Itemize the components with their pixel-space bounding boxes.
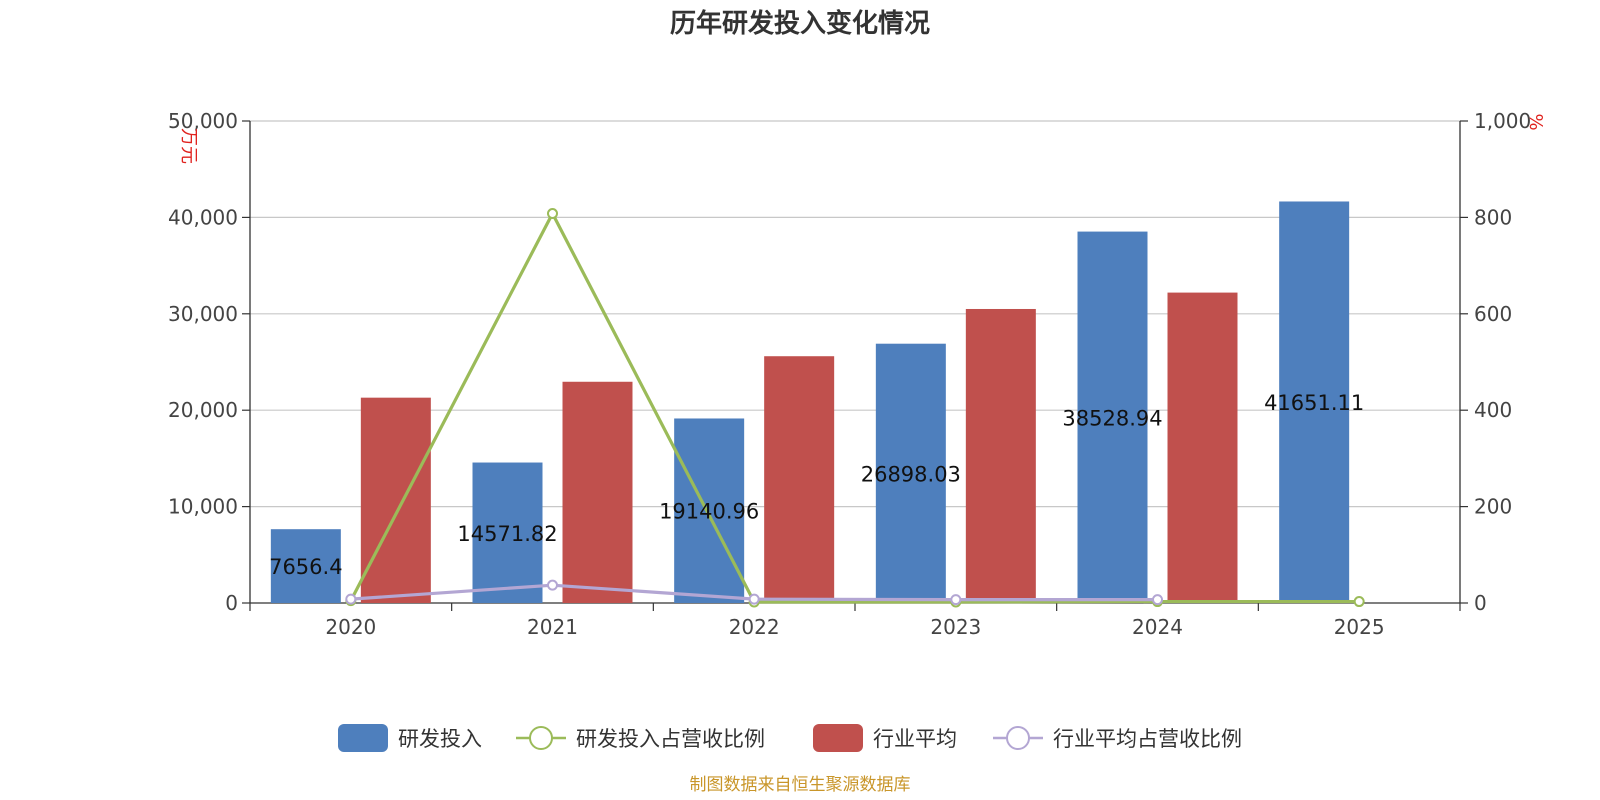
line-point xyxy=(547,579,558,591)
legend-swatch-bar xyxy=(338,724,388,752)
legend-label: 研发投入 xyxy=(398,727,482,751)
x-tick-label: 2021 xyxy=(527,615,578,639)
line-point xyxy=(345,593,357,605)
y-right-tick-label: 800 xyxy=(1474,205,1512,229)
y-left-tick-label: 20,000 xyxy=(168,398,238,422)
line-point xyxy=(1353,596,1365,608)
y-right-unit: % xyxy=(1525,113,1546,130)
bar-industry-average xyxy=(1167,292,1238,603)
bar-data-label: 26898.03 xyxy=(861,462,961,486)
y-right-tick-label: 200 xyxy=(1474,495,1512,519)
bar-data-label: 38528.94 xyxy=(1062,406,1162,430)
bar-layer xyxy=(270,201,1350,603)
bar-data-label: 14571.82 xyxy=(457,522,557,546)
y-left-tick-label: 40,000 xyxy=(168,205,238,229)
y-right-tick-label: 400 xyxy=(1474,398,1512,422)
source-note: 制图数据来自恒生聚源数据库 xyxy=(690,775,911,795)
bar-data-label: 7656.4 xyxy=(269,555,342,579)
bar-rd-investment xyxy=(1279,201,1350,603)
legend-swatch-marker xyxy=(1006,726,1030,750)
bar-data-label: 19140.96 xyxy=(659,500,759,524)
y-left-unit: 万元 xyxy=(178,128,199,164)
line-point xyxy=(547,208,558,220)
x-tick-label: 2022 xyxy=(729,615,780,639)
legend-swatch-marker xyxy=(529,726,553,750)
x-tick-label: 2024 xyxy=(1132,615,1183,639)
line-point xyxy=(950,594,962,606)
y-left-tick-label: 50,000 xyxy=(168,109,238,133)
line-layer xyxy=(345,208,1365,608)
legend-label: 行业平均占营收比例 xyxy=(1053,727,1242,751)
y-right-tick-label: 0 xyxy=(1474,591,1487,615)
line-point xyxy=(748,593,760,605)
legend-label: 行业平均 xyxy=(873,727,957,751)
chart-title: 历年研发投入变化情况 xyxy=(670,8,930,39)
label-layer: 7656.4 14571.82 19140.96 26898.03 38528.94 41… xyxy=(269,391,1364,579)
legend: 研发投入 研发投入占营收比例 行业平均 行业平均占营收比例 xyxy=(338,724,1242,752)
bar-industry-average xyxy=(360,397,431,603)
legend-swatch-bar xyxy=(813,724,863,752)
bar-rd-investment xyxy=(270,529,341,603)
bar-industry-average xyxy=(562,381,633,603)
bar-data-label: 41651.11 xyxy=(1264,391,1364,415)
y-left-tick-label: 30,000 xyxy=(168,302,238,326)
y-right-tick-label: 600 xyxy=(1474,302,1512,326)
x-tick-label: 2025 xyxy=(1334,615,1385,639)
line-point xyxy=(1152,594,1163,606)
line-rd-ratio xyxy=(349,211,1360,604)
x-tick-label: 2020 xyxy=(325,615,376,639)
x-tick-label: 2023 xyxy=(930,615,981,639)
y-left-tick-label: 10,000 xyxy=(168,495,238,519)
y-right-tick-label: 1,000 xyxy=(1474,109,1531,133)
axis-layer: 0 10,000 20,000 30,000 40,000 50,000 0 200 400 60… xyxy=(168,109,1546,639)
bar-rd-investment xyxy=(472,462,543,603)
bar-industry-average xyxy=(764,356,835,603)
bar-rd-investment xyxy=(674,418,745,603)
y-left-tick-label: 0 xyxy=(225,591,238,615)
bar-rd-investment xyxy=(875,343,946,603)
bar-industry-average xyxy=(965,308,1036,603)
legend-label: 研发投入占营收比例 xyxy=(576,727,765,751)
bar-rd-investment xyxy=(1077,231,1148,603)
